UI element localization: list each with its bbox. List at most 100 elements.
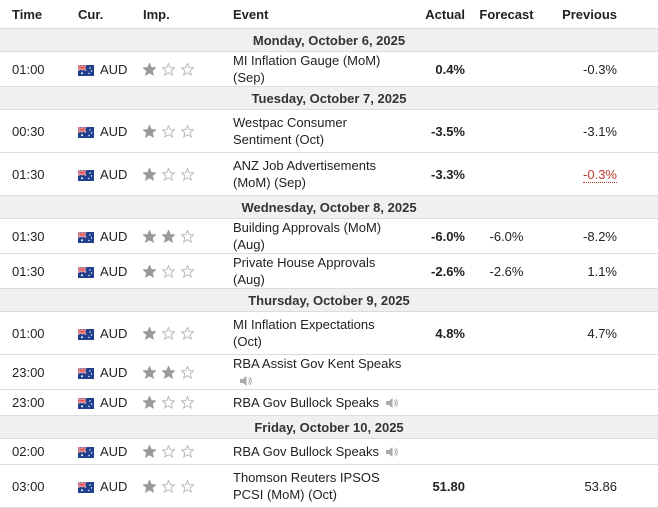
previous — [540, 389, 658, 416]
event-row[interactable]: 00:30 AUD Westpac Consumer Sentiment (Oct)… — [0, 109, 658, 153]
importance — [135, 152, 225, 196]
event-name[interactable]: RBA Gov Bullock Speaks — [233, 395, 379, 410]
event-row[interactable]: 01:00 AUD MI Inflation Expectations (Oct) 4… — [0, 311, 658, 355]
forecast — [473, 109, 540, 153]
importance-stars — [142, 478, 200, 494]
star-filled — [142, 61, 157, 76]
event-row[interactable]: 01:30 AUD ANZ Job Advertisements (MoM) (Se… — [0, 152, 658, 196]
time: 03:00 — [0, 464, 70, 508]
currency: AUD — [70, 464, 135, 508]
currency-code: AUD — [100, 123, 128, 139]
star-filled — [161, 228, 176, 243]
event: Building Approvals (MoM) (Aug) — [225, 218, 415, 254]
star-filled — [142, 123, 157, 138]
forecast — [473, 152, 540, 196]
actual: 0.4% — [415, 51, 473, 87]
event: MI Inflation Gauge (MoM) (Sep) — [225, 51, 415, 87]
previous: 53.86 — [540, 464, 658, 508]
event-row[interactable]: 03:00 AUD Thomson Reuters IPSOS PCSI (MoM)… — [0, 464, 658, 508]
currency-code: AUD — [100, 325, 128, 341]
previous-value: 1.1% — [587, 263, 617, 279]
star-empty — [180, 395, 195, 410]
flag-icon — [77, 230, 94, 243]
event: Westpac Consumer Sentiment (Oct) — [225, 109, 415, 153]
importance-stars — [142, 444, 200, 459]
speech-icon — [385, 398, 398, 408]
importance — [135, 109, 225, 153]
actual-value: -2.6% — [431, 263, 465, 279]
time: 01:30 — [0, 218, 70, 254]
previous — [540, 438, 658, 465]
importance — [135, 311, 225, 355]
forecast — [473, 51, 540, 87]
flag-icon — [77, 397, 94, 409]
previous: -8.2% — [540, 218, 658, 254]
star-filled — [161, 364, 176, 379]
event-row[interactable]: 01:30 AUD Private House Approvals (Aug) -2.… — [0, 253, 658, 289]
event-name[interactable]: MI Inflation Expectations (Oct) — [233, 317, 375, 349]
date: Wednesday, October 8, 2025 — [0, 195, 658, 219]
actual: -2.6% — [415, 253, 473, 289]
currency-code: AUD — [100, 395, 128, 410]
event: RBA Gov Bullock Speaks — [225, 438, 415, 465]
star-empty — [161, 123, 176, 138]
event-row[interactable]: 02:00 AUD RBA Gov Bullock Speaks — [0, 438, 658, 465]
currency-code: AUD — [100, 61, 128, 77]
flag-icon — [77, 446, 94, 458]
event-name[interactable]: RBA Gov Bullock Speaks — [233, 444, 379, 459]
currency-code: AUD — [100, 478, 128, 494]
flag-icon — [77, 480, 94, 493]
star-empty — [161, 61, 176, 76]
column-header: Actual — [415, 0, 473, 29]
star-filled — [142, 263, 157, 278]
importance — [135, 389, 225, 416]
previous: -0.3% — [540, 51, 658, 87]
previous-value: 53.86 — [584, 478, 617, 494]
actual: 51.80 — [415, 464, 473, 508]
flag-icon — [77, 125, 94, 138]
date-row: Tuesday, October 7, 2025 — [0, 86, 658, 110]
event-name[interactable]: Westpac Consumer Sentiment (Oct) — [233, 115, 347, 147]
flag-icon — [77, 327, 94, 340]
time: 23:00 — [0, 354, 70, 390]
event-name[interactable]: ANZ Job Advertisements (MoM) (Sep) — [233, 158, 377, 190]
currency: AUD — [70, 51, 135, 87]
star-empty — [180, 123, 195, 138]
forecast: -6.0% — [473, 218, 540, 254]
event-name[interactable]: Thomson Reuters IPSOS PCSI (MoM) (Oct) — [233, 470, 380, 502]
star-empty — [180, 364, 195, 379]
event-name[interactable]: RBA Assist Gov Kent Speaks — [233, 356, 402, 371]
flag-icon — [77, 366, 94, 379]
date-row: Monday, October 6, 2025 — [0, 28, 658, 52]
time: 01:00 — [0, 311, 70, 355]
column-header: Forecast — [473, 0, 540, 29]
event-name[interactable]: MI Inflation Gauge (MoM) (Sep) — [233, 53, 381, 85]
event-name[interactable]: Building Approvals (MoM) (Aug) — [233, 220, 382, 252]
event-row[interactable]: 23:00 AUD RBA Gov Bullock Speaks — [0, 389, 658, 416]
time: 01:00 — [0, 51, 70, 87]
actual: 4.8% — [415, 311, 473, 355]
currency: AUD — [70, 438, 135, 465]
currency-code: AUD — [100, 364, 128, 380]
column-header: Cur. — [70, 0, 135, 29]
actual — [415, 438, 473, 465]
actual-value: -6.0% — [431, 228, 465, 244]
currency: AUD — [70, 354, 135, 390]
previous-value: -8.2% — [583, 228, 617, 244]
event-row[interactable]: 23:00 AUD RBA Assist Gov Kent Speaks — [0, 354, 658, 390]
event-name[interactable]: Private House Approvals (Aug) — [233, 255, 376, 287]
importance — [135, 464, 225, 508]
event-row[interactable]: 01:30 AUD Building Approvals (MoM) (Aug) -6… — [0, 218, 658, 254]
flag-icon — [77, 168, 94, 181]
currency: AUD — [70, 152, 135, 196]
importance-stars — [142, 263, 200, 279]
event-row[interactable]: 01:00 AUD MI Inflation Gauge (MoM) (Sep) 0.… — [0, 51, 658, 87]
event: RBA Assist Gov Kent Speaks — [225, 354, 415, 390]
date-row: Thursday, October 9, 2025 — [0, 288, 658, 312]
event: MI Inflation Expectations (Oct) — [225, 311, 415, 355]
actual-value: -3.5% — [431, 123, 465, 139]
actual: -3.3% — [415, 152, 473, 196]
importance-stars — [142, 123, 200, 139]
importance-stars — [142, 364, 200, 380]
event: ANZ Job Advertisements (MoM) (Sep) — [225, 152, 415, 196]
